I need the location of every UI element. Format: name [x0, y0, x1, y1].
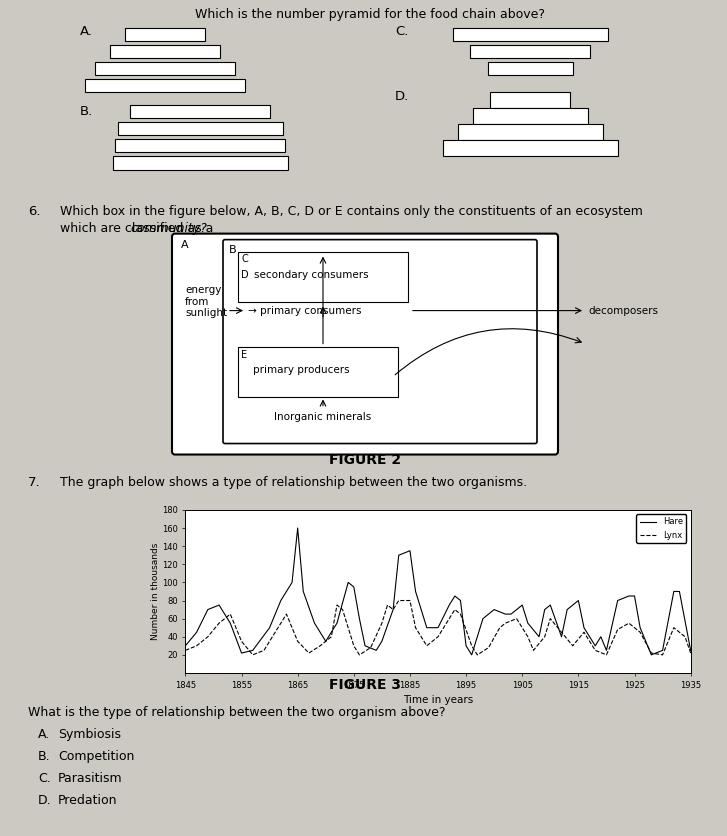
Lynx	[686, 648, 695, 658]
Bar	[113, 156, 287, 170]
Bar	[95, 62, 235, 75]
Text: FIGURE 3: FIGURE 3	[329, 678, 401, 692]
Lynx	[249, 650, 257, 660]
Text: → primary consumers: → primary consumers	[248, 306, 361, 316]
Lynx	[513, 614, 521, 624]
Text: community?: community?	[130, 222, 207, 235]
Text: D.: D.	[38, 794, 52, 807]
Lynx	[181, 645, 190, 655]
Text: secondary consumers: secondary consumers	[254, 269, 369, 279]
Y-axis label: Number in thousands: Number in thousands	[151, 543, 161, 640]
Text: Inorganic minerals: Inorganic minerals	[274, 411, 371, 421]
Lynx	[484, 643, 493, 653]
Text: A.: A.	[80, 25, 93, 38]
Text: primary producers: primary producers	[253, 364, 350, 375]
Bar	[488, 62, 572, 75]
Hare	[557, 632, 566, 642]
Text: Which is the number pyramid for the food chain above?: Which is the number pyramid for the food…	[195, 8, 545, 21]
Bar	[443, 140, 617, 156]
Lynx	[579, 627, 588, 637]
Hare	[350, 582, 358, 592]
Hare	[467, 650, 476, 660]
X-axis label: Time in years: Time in years	[403, 696, 473, 706]
Text: D.: D.	[395, 90, 409, 104]
Legend: Hare, Lynx: Hare, Lynx	[636, 514, 686, 543]
Hare	[422, 623, 431, 633]
Text: 6.: 6.	[28, 205, 41, 217]
Hare	[293, 523, 302, 533]
FancyBboxPatch shape	[172, 233, 558, 455]
Text: B.: B.	[38, 750, 51, 763]
Text: C.: C.	[38, 772, 51, 785]
Lynx	[338, 604, 347, 614]
Text: Competition: Competition	[58, 750, 134, 763]
Bar	[452, 28, 608, 41]
Text: The graph below shows a type of relationship between the two organisms.: The graph below shows a type of relation…	[60, 476, 527, 489]
FancyBboxPatch shape	[238, 347, 398, 396]
Text: A: A	[181, 240, 188, 250]
Text: A.: A.	[38, 728, 50, 741]
Line: Hare: Hare	[185, 528, 691, 655]
Bar	[125, 28, 205, 41]
Bar	[130, 105, 270, 119]
Text: B.: B.	[80, 105, 93, 119]
FancyBboxPatch shape	[238, 252, 408, 302]
Hare	[214, 600, 223, 610]
Text: D: D	[241, 269, 249, 279]
Bar	[85, 79, 245, 92]
Bar	[115, 140, 285, 152]
Bar	[473, 109, 587, 125]
Hare	[546, 600, 555, 610]
Bar	[118, 122, 283, 135]
Hare	[204, 604, 212, 614]
Text: Predation: Predation	[58, 794, 118, 807]
Hare	[181, 640, 190, 650]
Bar	[490, 92, 570, 109]
Text: E: E	[241, 349, 247, 359]
Text: C: C	[241, 253, 248, 263]
Text: C.: C.	[395, 25, 409, 38]
Text: energy
from
sunlight: energy from sunlight	[185, 285, 227, 319]
Text: Parasitism: Parasitism	[58, 772, 123, 785]
Bar	[470, 45, 590, 59]
Lynx	[394, 595, 403, 605]
Text: Which box in the figure below, A, B, C, D or E contains only the constituents of: Which box in the figure below, A, B, C, …	[60, 205, 643, 217]
Text: B: B	[229, 245, 236, 255]
Hare	[686, 645, 695, 655]
Text: FIGURE 2: FIGURE 2	[329, 452, 401, 466]
Text: decomposers: decomposers	[588, 306, 658, 316]
Text: 7.: 7.	[28, 476, 41, 489]
FancyBboxPatch shape	[223, 240, 537, 444]
Text: which are classified as a: which are classified as a	[60, 222, 217, 235]
Text: What is the type of relationship between the two organism above?: What is the type of relationship between…	[28, 706, 446, 719]
Bar	[110, 45, 220, 59]
Bar	[457, 125, 603, 140]
Text: Symbiosis: Symbiosis	[58, 728, 121, 741]
Lynx	[523, 632, 532, 642]
Line: Lynx: Lynx	[185, 600, 691, 655]
Lynx	[495, 623, 504, 633]
